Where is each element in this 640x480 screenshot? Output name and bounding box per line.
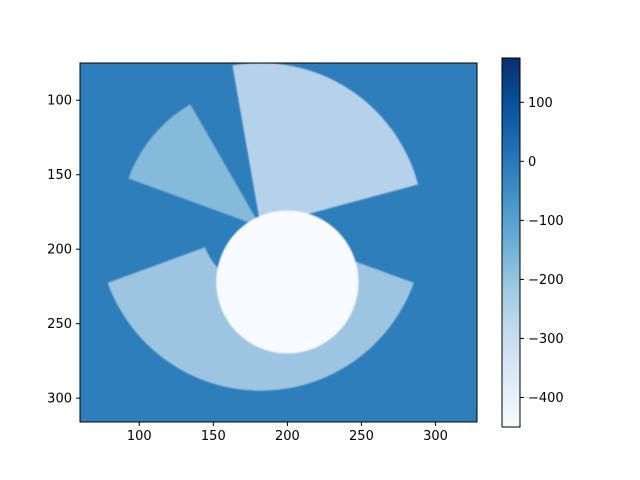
y-axis: 100 150 200 250 300 <box>47 94 80 407</box>
colorbar-bar <box>501 57 521 428</box>
colorbar-tick-label: 0 <box>528 155 536 170</box>
x-tick-label: 150 <box>201 429 226 444</box>
y-tick-label: 100 <box>47 94 72 109</box>
colorbar-ticks: 100 0 −100 −200 −300 −400 <box>520 96 564 406</box>
colorbar-tick-label: 100 <box>528 96 553 111</box>
y-tick-label: 200 <box>47 243 72 258</box>
heatmap-region-2 <box>232 63 419 225</box>
colorbar: 100 0 −100 −200 −300 −400 <box>501 57 564 428</box>
x-tick-label: 200 <box>275 429 300 444</box>
colorbar-tick-label: −100 <box>528 214 564 229</box>
colorbar-tick-label: −200 <box>528 273 564 288</box>
plot-area <box>79 62 478 423</box>
colorbar-tick-label: −400 <box>528 391 564 406</box>
plot-frame <box>79 62 478 423</box>
y-tick-label: 250 <box>47 317 72 332</box>
heatmap-region-1 <box>216 210 359 354</box>
y-tick-label: 150 <box>47 168 72 183</box>
x-tick-label: 100 <box>127 429 152 444</box>
y-tick-label: 300 <box>47 392 72 407</box>
x-tick-label: 250 <box>349 429 374 444</box>
x-tick-label: 300 <box>423 429 448 444</box>
heatmap-regions <box>107 63 419 391</box>
x-axis: 100 150 200 250 300 <box>127 422 448 444</box>
heatmap-region-3 <box>128 104 258 225</box>
colorbar-tick-label: −300 <box>528 332 564 347</box>
